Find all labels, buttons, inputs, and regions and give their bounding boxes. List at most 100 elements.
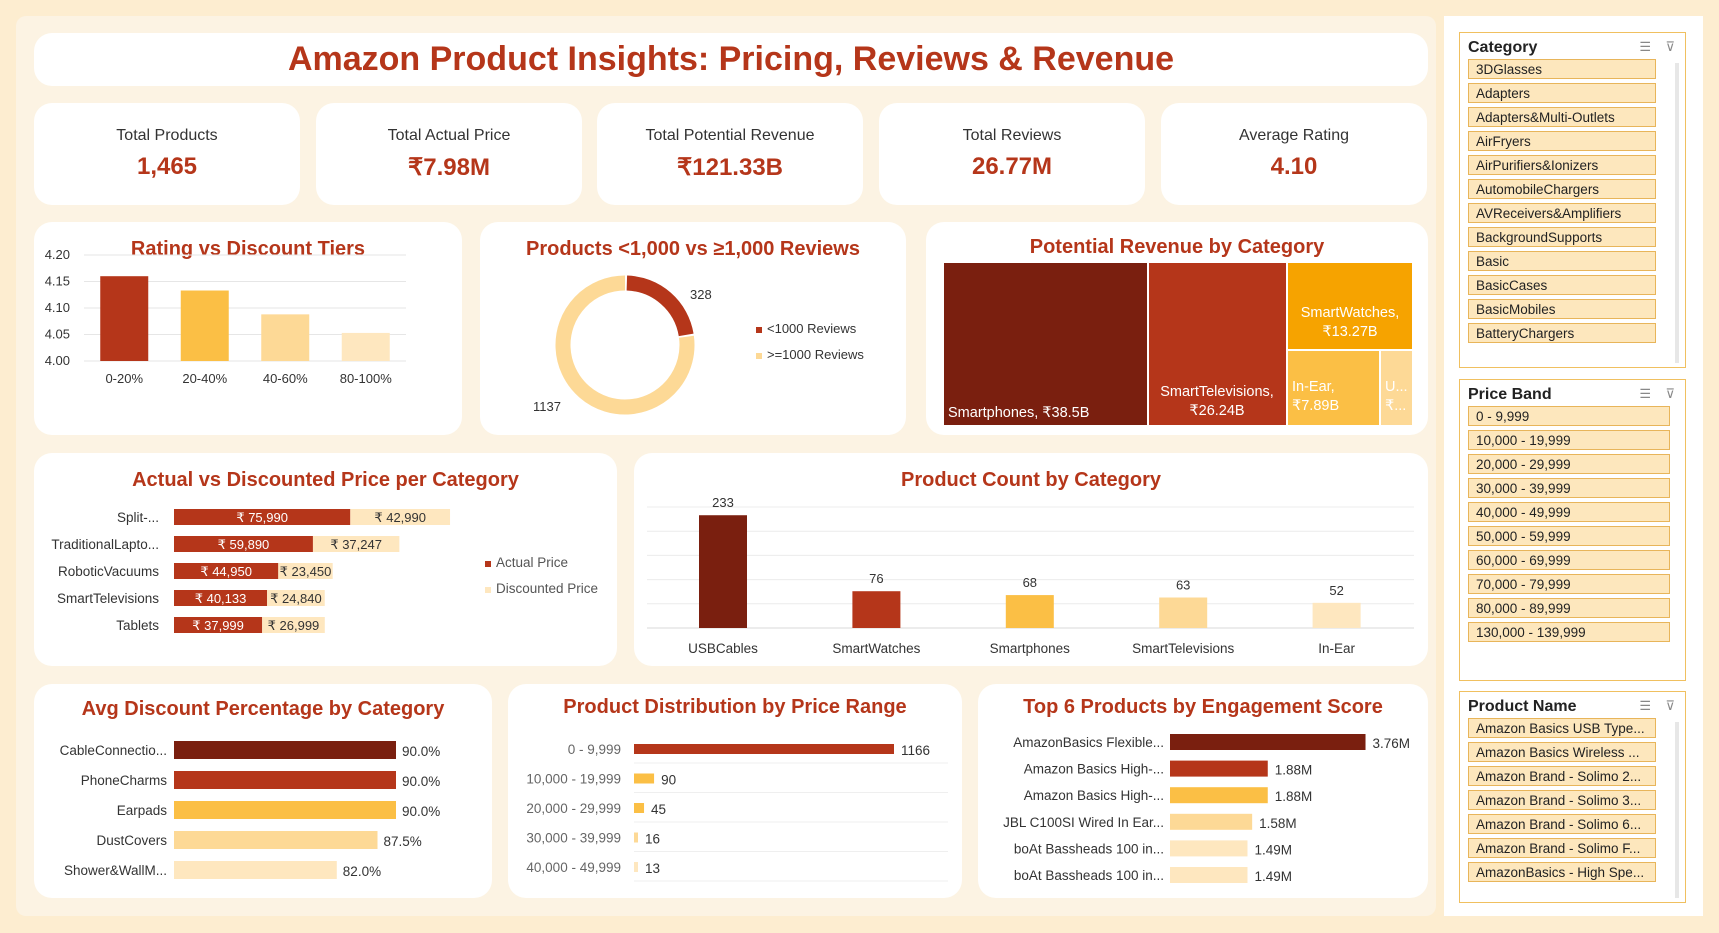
x-tick-label: 0-20%	[105, 371, 143, 386]
bar	[634, 803, 645, 813]
bar-actual	[174, 509, 351, 525]
data-label: ₹ 42,990	[374, 510, 426, 525]
bar	[174, 741, 396, 759]
legend-swatch	[485, 561, 491, 567]
bar	[174, 771, 396, 789]
bar	[180, 290, 229, 361]
chart-title: Top 6 Products by Engagement Score	[1023, 696, 1383, 718]
legend-label: <1000 Reviews	[767, 321, 857, 336]
slicer-item[interactable]: AmazonBasics - High Spe...	[1468, 862, 1656, 882]
legend-label: Discounted Price	[496, 581, 598, 596]
slicer-item[interactable]: 130,000 - 139,999	[1468, 622, 1670, 642]
y-tick-label: Split-...	[117, 510, 159, 525]
bar-discounted	[350, 509, 451, 525]
slicer-item[interactable]: AutomobileChargers	[1468, 179, 1656, 199]
slicer-title: Price Band	[1468, 386, 1552, 403]
bar	[1170, 867, 1248, 883]
data-label: ₹ 37,999	[192, 618, 244, 633]
reviews-donut-chart: 328 1137 <1000 Reviews >=1000 Reviews	[533, 275, 864, 415]
slicer-item[interactable]: 20,000 - 29,999	[1468, 454, 1670, 474]
slicer-item[interactable]: Amazon Basics Wireless ...	[1468, 742, 1656, 762]
multi-select-icon[interactable]: ☰	[1639, 386, 1651, 401]
multi-select-icon[interactable]: ☰	[1639, 698, 1651, 713]
slicer-item[interactable]: Amazon Basics USB Type...	[1468, 718, 1656, 738]
slicer-item[interactable]: 50,000 - 59,999	[1468, 526, 1670, 546]
bar-actual	[174, 617, 263, 633]
y-tick-label: 4.10	[45, 300, 70, 315]
y-tick-label: boAt Bassheads 100 in...	[1014, 841, 1164, 856]
slicer-item[interactable]: BasicMobiles	[1468, 299, 1656, 319]
data-label: 1.88M	[1275, 763, 1313, 778]
slicer-item[interactable]: Amazon Brand - Solimo F...	[1468, 838, 1656, 858]
bar	[634, 832, 638, 843]
data-label: 1137	[533, 399, 561, 414]
slicer-item[interactable]: 30,000 - 39,999	[1468, 478, 1670, 498]
slicer-item[interactable]: 80,000 - 89,999	[1468, 598, 1670, 618]
kpi-label: Total Potential Revenue	[645, 127, 815, 144]
tile-label: ₹7.89B	[1292, 398, 1339, 414]
slicer-item[interactable]: 0 - 9,999	[1468, 406, 1670, 426]
tile-label: SmartTelevisions,	[1160, 384, 1274, 400]
data-label: 90	[661, 773, 676, 788]
clear-filter-icon[interactable]: ⊽	[1665, 386, 1675, 401]
scrollbar[interactable]	[1675, 722, 1679, 898]
category-slicer: Category ☰ ⊽ 3DGlasses Adapters Adapters&M…	[1459, 32, 1686, 368]
slicer-item[interactable]: Amazon Brand - Solimo 6...	[1468, 814, 1656, 834]
data-label: 63	[1176, 578, 1190, 593]
y-tick-label: 0 - 9,999	[568, 742, 621, 757]
donut-segment	[626, 275, 694, 337]
product-name-slicer: Product Name ☰ ⊽ Amazon Basics USB Type.…	[1459, 691, 1686, 903]
y-tick-label: 4.05	[45, 327, 70, 342]
slicer-item[interactable]: Amazon Brand - Solimo 3...	[1468, 790, 1656, 810]
slicer-item[interactable]: 40,000 - 49,999	[1468, 502, 1670, 522]
engagement-card: Top 6 Products by Engagement Score Amazo…	[978, 684, 1428, 898]
price-band-slicer: Price Band ☰ ⊽ 0 - 9,999 10,000 - 19,999 2…	[1459, 379, 1686, 681]
bar	[699, 515, 747, 628]
product-count-chart: 233 USBCables 76 SmartWatches 68 Smartphones 6…	[647, 495, 1414, 656]
bar	[852, 591, 901, 628]
bar	[1005, 595, 1054, 628]
tile-label: ₹26.24B	[1189, 403, 1244, 419]
bar	[261, 314, 310, 361]
slicer-item[interactable]: Adapters&Multi-Outlets	[1468, 107, 1656, 127]
slicer-item[interactable]: BackgroundSupports	[1468, 227, 1656, 247]
bar	[341, 332, 390, 361]
data-label: ₹ 75,990	[236, 510, 288, 525]
y-tick-label: SmartTelevisions	[57, 591, 159, 606]
slicer-item[interactable]: Amazon Brand - Solimo 2...	[1468, 766, 1656, 786]
data-label: 90.0%	[402, 744, 440, 759]
slicer-item[interactable]: AirPurifiers&Ionizers	[1468, 155, 1656, 175]
slicer-item[interactable]: Basic	[1468, 251, 1656, 271]
y-tick-label: Amazon Basics High-...	[1024, 762, 1164, 777]
multi-select-icon[interactable]: ☰	[1639, 39, 1651, 54]
slicer-item[interactable]: Adapters	[1468, 83, 1656, 103]
slicer-header: Product Name ☰ ⊽	[1460, 692, 1685, 718]
data-label: 82.0%	[343, 864, 381, 879]
kpi-total-actual-price: Total Actual Price ₹7.98M	[316, 103, 582, 205]
slicer-item[interactable]: BatteryChargers	[1468, 323, 1656, 343]
slicer-item[interactable]: 60,000 - 69,999	[1468, 550, 1670, 570]
slicer-item[interactable]: AVReceivers&Amplifiers	[1468, 203, 1656, 223]
slicer-item[interactable]: 3DGlasses	[1468, 59, 1656, 79]
treemap-tile	[1381, 351, 1412, 425]
y-tick-label: DustCovers	[96, 833, 167, 848]
clear-filter-icon[interactable]: ⊽	[1665, 698, 1675, 713]
slicer-item[interactable]: AirFryers	[1468, 131, 1656, 151]
data-label: 233	[712, 495, 734, 510]
actual-vs-discounted-chart: Split-... ₹ 75,990 ₹ 42,990 TraditionalLapt…	[51, 509, 598, 633]
x-tick-label: 40-60%	[263, 371, 308, 386]
y-tick-label: TraditionalLapto...	[51, 537, 159, 552]
y-tick-label: Shower&WallM...	[64, 863, 167, 878]
slicer-header: Price Band ☰ ⊽	[1460, 380, 1685, 406]
clear-filter-icon[interactable]: ⊽	[1665, 39, 1675, 54]
slicer-item[interactable]: 10,000 - 19,999	[1468, 430, 1670, 450]
slicer-item[interactable]: 70,000 - 79,999	[1468, 574, 1670, 594]
data-label: ₹ 37,247	[330, 537, 382, 552]
treemap-tile	[1288, 263, 1412, 349]
scrollbar[interactable]	[1675, 63, 1679, 363]
kpi-value: ₹121.33B	[676, 154, 783, 181]
legend-swatch	[756, 353, 762, 359]
slicer-item[interactable]: BasicCases	[1468, 275, 1656, 295]
x-tick-label: Smartphones	[990, 641, 1071, 656]
actual-vs-discounted-card: Actual vs Discounted Price per Category …	[34, 453, 617, 666]
